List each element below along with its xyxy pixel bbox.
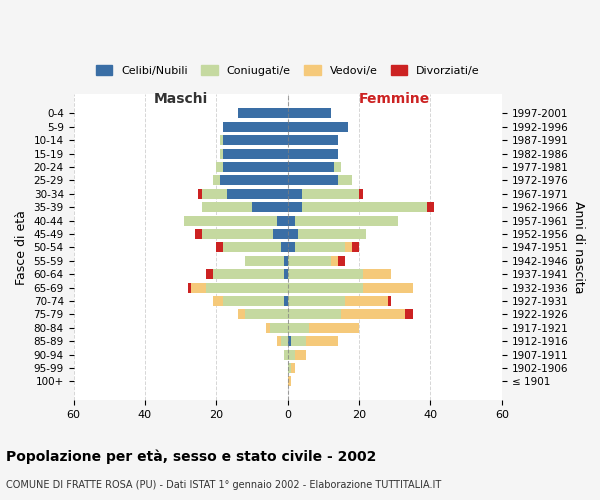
Bar [331, 256, 338, 266]
Bar [287, 216, 295, 226]
Text: Popolazione per età, sesso e stato civile - 2002: Popolazione per età, sesso e stato civil… [6, 450, 376, 464]
Bar [223, 122, 287, 132]
Bar [287, 296, 345, 306]
Bar [217, 162, 223, 172]
Bar [202, 229, 274, 239]
Bar [274, 229, 287, 239]
Bar [287, 363, 291, 373]
Bar [287, 108, 331, 118]
Bar [287, 176, 338, 186]
Y-axis label: Fasce di età: Fasce di età [15, 210, 28, 285]
Bar [287, 322, 309, 333]
Bar [252, 202, 287, 212]
Bar [213, 176, 220, 186]
Bar [220, 135, 223, 145]
Bar [287, 189, 302, 199]
Bar [287, 256, 331, 266]
Bar [223, 296, 284, 306]
Bar [291, 363, 295, 373]
Bar [220, 148, 223, 158]
Bar [223, 148, 287, 158]
Bar [427, 202, 434, 212]
Bar [345, 296, 388, 306]
Bar [338, 176, 352, 186]
Bar [213, 269, 284, 279]
Bar [245, 256, 284, 266]
Bar [284, 296, 287, 306]
Text: Maschi: Maschi [154, 92, 208, 106]
Bar [223, 135, 287, 145]
Bar [188, 282, 191, 292]
Bar [287, 122, 349, 132]
Bar [238, 108, 287, 118]
Bar [295, 350, 305, 360]
Bar [302, 189, 359, 199]
Bar [281, 242, 287, 252]
Bar [287, 269, 362, 279]
Bar [287, 336, 291, 346]
Bar [206, 282, 287, 292]
Bar [287, 376, 291, 386]
Bar [195, 229, 202, 239]
Bar [277, 216, 287, 226]
Bar [295, 216, 398, 226]
Bar [291, 336, 305, 346]
Bar [238, 310, 245, 320]
Bar [284, 256, 287, 266]
Bar [309, 322, 359, 333]
Bar [287, 350, 295, 360]
Bar [305, 336, 338, 346]
Bar [406, 310, 413, 320]
Bar [277, 336, 281, 346]
Bar [298, 229, 366, 239]
Bar [287, 162, 334, 172]
Bar [220, 176, 287, 186]
Bar [345, 242, 352, 252]
Bar [206, 269, 213, 279]
Bar [287, 135, 338, 145]
Bar [287, 202, 302, 212]
Bar [287, 229, 298, 239]
Bar [202, 189, 227, 199]
Bar [223, 242, 281, 252]
Bar [334, 162, 341, 172]
Bar [287, 310, 341, 320]
Bar [284, 269, 287, 279]
Bar [184, 216, 277, 226]
Bar [284, 350, 287, 360]
Text: Femmine: Femmine [359, 92, 430, 106]
Bar [191, 282, 206, 292]
Bar [338, 256, 345, 266]
Bar [362, 269, 391, 279]
Bar [266, 322, 270, 333]
Bar [295, 242, 345, 252]
Bar [270, 322, 287, 333]
Bar [359, 189, 362, 199]
Bar [287, 148, 338, 158]
Bar [217, 242, 223, 252]
Bar [245, 310, 287, 320]
Bar [388, 296, 391, 306]
Bar [287, 282, 362, 292]
Bar [362, 282, 413, 292]
Bar [202, 202, 252, 212]
Text: COMUNE DI FRATTE ROSA (PU) - Dati ISTAT 1° gennaio 2002 - Elaborazione TUTTITALI: COMUNE DI FRATTE ROSA (PU) - Dati ISTAT … [6, 480, 441, 490]
Bar [352, 242, 359, 252]
Bar [199, 189, 202, 199]
Bar [281, 336, 287, 346]
Bar [341, 310, 406, 320]
Legend: Celibi/Nubili, Coniugati/e, Vedovi/e, Divorziati/e: Celibi/Nubili, Coniugati/e, Vedovi/e, Di… [91, 60, 484, 80]
Y-axis label: Anni di nascita: Anni di nascita [572, 201, 585, 294]
Bar [227, 189, 287, 199]
Bar [223, 162, 287, 172]
Bar [302, 202, 427, 212]
Bar [213, 296, 223, 306]
Bar [287, 242, 295, 252]
